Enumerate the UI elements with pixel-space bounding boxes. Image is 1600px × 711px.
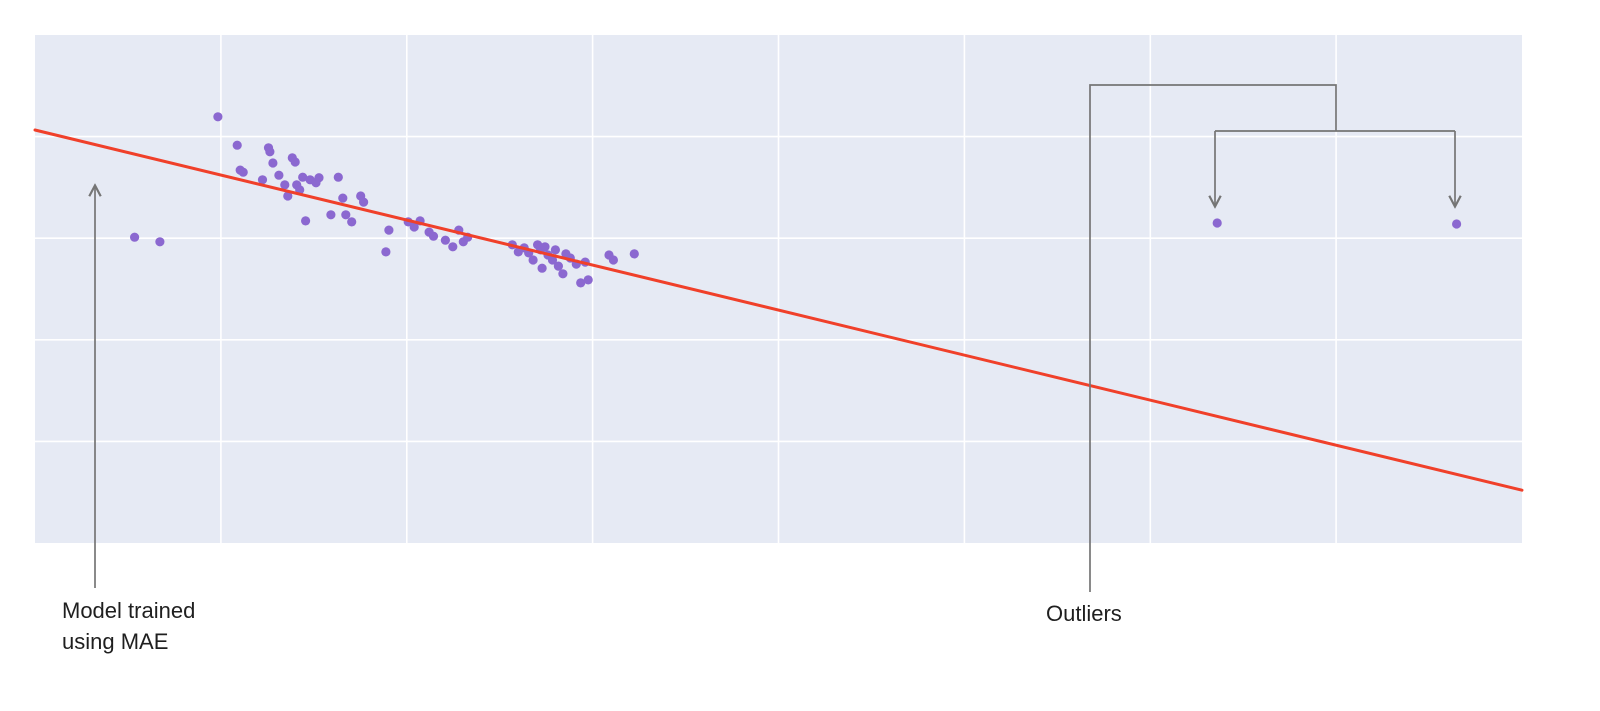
training-points: [130, 112, 639, 288]
data-point: [428, 231, 439, 241]
mae-regression-line: [33, 128, 1524, 492]
data-point: [608, 255, 619, 265]
data-point: [384, 225, 394, 235]
data-point: [326, 210, 336, 220]
data-point: [381, 247, 391, 257]
data-point: [1452, 219, 1462, 229]
data-point: [338, 193, 348, 203]
data-point: [629, 249, 639, 259]
data-point: [238, 167, 248, 177]
data-point: [528, 255, 538, 265]
data-point: [283, 191, 293, 201]
mae-annotation-label: Model trained using MAE: [62, 595, 195, 657]
mae-annotation-line2: using MAE: [62, 629, 169, 655]
outlier-points: [1212, 218, 1462, 229]
data-point: [265, 147, 275, 157]
data-point: [359, 197, 369, 207]
data-point: [268, 158, 278, 168]
data-point: [583, 275, 593, 285]
data-point: [257, 175, 268, 185]
outliers-annotation-label: Outliers: [1046, 601, 1122, 626]
data-point: [290, 157, 300, 167]
annotation-lines: [95, 84, 1455, 592]
data-point: [213, 112, 223, 122]
data-point: [537, 263, 547, 273]
data-point: [301, 216, 311, 226]
data-point: [130, 232, 140, 242]
outliers-connector: [1089, 84, 1337, 592]
data-point: [440, 235, 450, 245]
data-point: [409, 222, 419, 232]
data-point: [540, 242, 550, 252]
data-point: [448, 242, 458, 252]
data-point: [347, 217, 357, 227]
data-point: [232, 140, 242, 150]
data-point: [155, 237, 165, 247]
mae-annotation-line1: Model trained: [62, 598, 196, 623]
data-point: [280, 180, 290, 190]
data-point: [341, 210, 351, 220]
data-point: [314, 173, 324, 183]
data-point: [550, 245, 561, 255]
data-point: [1212, 218, 1222, 228]
data-point: [558, 269, 568, 279]
data-point: [553, 261, 564, 271]
data-point: [333, 172, 343, 182]
data-point: [576, 278, 586, 288]
data-point: [274, 170, 284, 180]
data-point: [547, 255, 558, 265]
gridlines: [35, 35, 1522, 543]
data-point: [298, 172, 308, 182]
